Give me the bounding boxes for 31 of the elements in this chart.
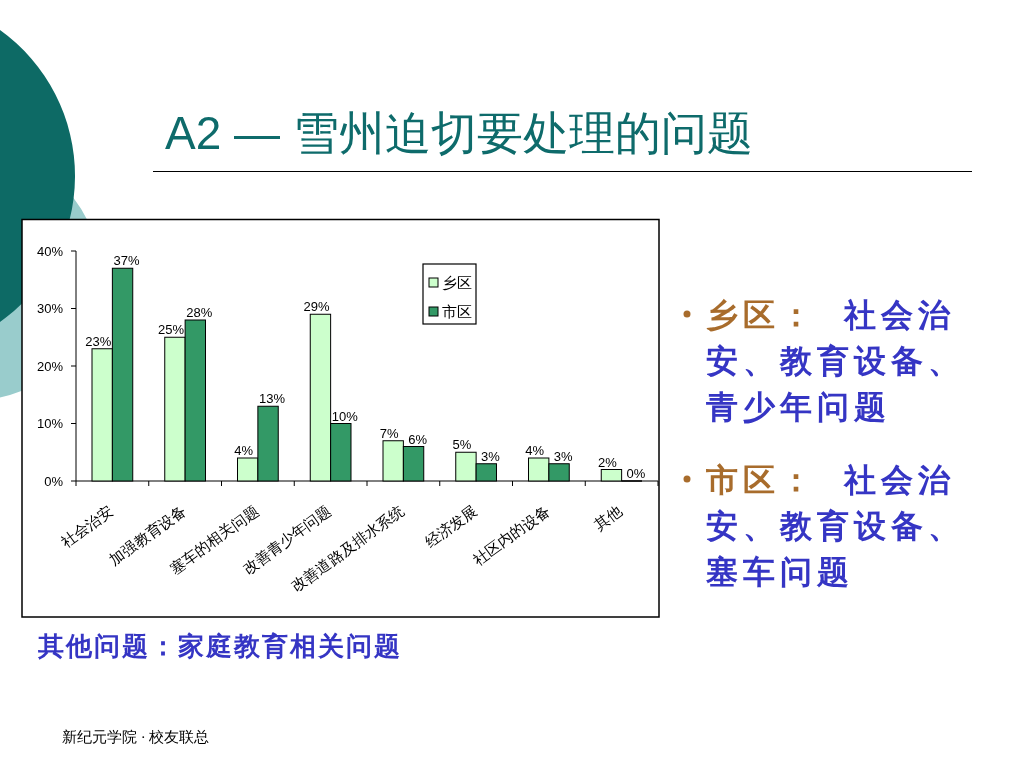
data-label: 0% xyxy=(626,466,646,481)
data-label: 4% xyxy=(234,443,254,458)
y-tick-label: 0% xyxy=(44,473,64,489)
data-label: 3% xyxy=(480,448,501,464)
data-label: 13% xyxy=(259,391,286,407)
data-label: 5% xyxy=(452,437,472,453)
chart-title: A2 — 雪州迫切要处理的问题 xyxy=(165,107,753,159)
text: 新纪元学院 · 校友联总 xyxy=(62,728,210,747)
data-label: 28% xyxy=(186,305,213,320)
y-tick-label: 10% xyxy=(36,416,64,431)
data-label: 23% xyxy=(85,333,112,349)
data-label: 29% xyxy=(303,299,330,315)
legend-label: 乡区 xyxy=(442,274,472,291)
data-label: 37% xyxy=(113,253,140,269)
text: 乡区： 社会治安、教育设备、青少年问题 xyxy=(706,296,966,427)
data-label: 2% xyxy=(598,454,618,470)
y-tick-label: 20% xyxy=(36,358,64,374)
x-tick-label: 经济发展 xyxy=(421,501,480,551)
text: 其他问题：家庭教育相关问题 xyxy=(38,631,402,663)
data-label: 3% xyxy=(553,448,573,464)
x-tick-label: 其他 xyxy=(591,501,626,534)
y-tick-label: 40% xyxy=(36,243,64,259)
data-label: 7% xyxy=(379,425,400,441)
text: 市区： 社会治安、教育设备、塞车问题 xyxy=(706,461,966,592)
x-tick-label: 社会治安 xyxy=(57,501,117,551)
y-tick-label: 30% xyxy=(36,301,64,316)
data-label: 6% xyxy=(408,431,428,447)
data-label: 4% xyxy=(525,443,545,458)
data-label: 10% xyxy=(331,408,359,424)
data-label: 25% xyxy=(157,322,185,338)
legend-label: 市区 xyxy=(442,303,472,320)
